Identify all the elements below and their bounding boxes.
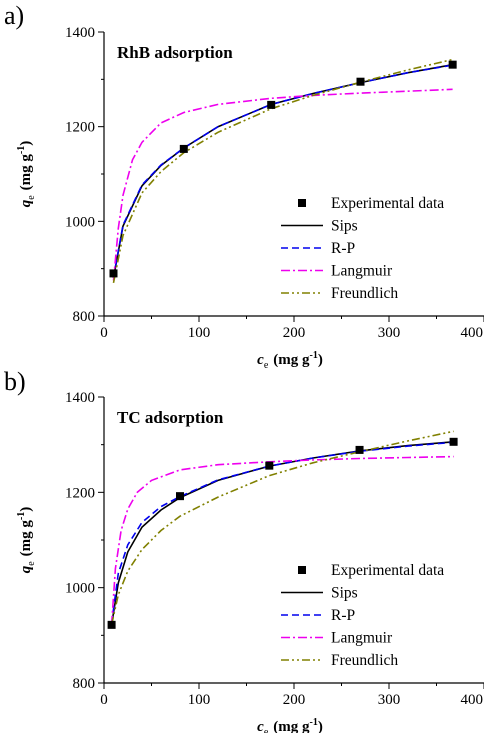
legend: Experimental data Sips R-P Langmuir Freundli… — [281, 562, 444, 669]
legend-item: Langmuir — [281, 263, 393, 280]
legend-item: Freundlich — [281, 285, 398, 302]
legend-item: Sips — [281, 585, 358, 602]
x-tick-label: 100 — [188, 692, 211, 708]
legend-item: R-P — [281, 240, 355, 257]
legend-label: R-P — [331, 240, 355, 257]
x-tick-label: 400 — [461, 325, 484, 341]
chart-annotation: TC adsorption — [117, 408, 224, 427]
series-line-sips — [110, 441, 454, 625]
legend-item: Sips — [281, 218, 358, 235]
x-tick-label: 300 — [378, 692, 401, 708]
legend-label: R-P — [331, 607, 355, 624]
y-tick-label: 800 — [73, 309, 96, 325]
series-line-langmuir — [112, 88, 453, 281]
y-tick-label: 800 — [73, 676, 96, 692]
legend-label: Experimental data — [331, 195, 444, 212]
data-point — [448, 60, 457, 69]
legend-label: Langmuir — [331, 263, 393, 280]
legend: Experimental data Sips R-P Langmuir Freundli… — [281, 195, 444, 302]
series-line-freundlich — [110, 430, 454, 625]
data-point — [265, 461, 274, 470]
data-point — [449, 437, 458, 446]
data-point — [355, 445, 364, 454]
y-tick-label: 1200 — [65, 485, 95, 501]
x-tick-label: 400 — [461, 692, 484, 708]
y-tick-label: 1000 — [65, 214, 95, 230]
x-tick-label: 200 — [283, 325, 306, 341]
x-tick-label: 0 — [100, 692, 108, 708]
y-tick-label: 1200 — [65, 120, 95, 136]
legend-label: Freundlich — [331, 652, 398, 669]
panel-label: a) — [4, 1, 24, 30]
legend-label: Langmuir — [331, 630, 393, 647]
x-tick-label: 300 — [378, 325, 401, 341]
series-line-r-p — [110, 441, 454, 624]
legend-item: R-P — [281, 607, 355, 624]
chart-panel-b: b) 0 100 200 300 400 800 1000 1200 1400 ce (mg g-1)… — [4, 367, 484, 733]
panel-label: b) — [4, 367, 26, 396]
legend-item: Langmuir — [281, 630, 393, 647]
data-point — [356, 77, 365, 86]
x-tick-label: 200 — [283, 692, 306, 708]
data-point — [109, 269, 118, 278]
y-tick-label: 1400 — [65, 390, 95, 406]
legend-item: Experimental data — [298, 195, 444, 212]
legend-marker — [298, 199, 306, 207]
chart-annotation: RhB adsorption — [117, 43, 233, 62]
legend-label: Freundlich — [331, 285, 398, 302]
series-line-langmuir — [110, 455, 454, 625]
legend-item: Experimental data — [298, 562, 444, 579]
y-tick-label: 1000 — [65, 581, 95, 597]
x-tick-label: 0 — [100, 325, 108, 341]
y-axis-label: qe(mg g-1) — [16, 507, 37, 574]
x-tick-label: 100 — [188, 325, 211, 341]
legend-label: Sips — [331, 218, 358, 235]
legend-label: Experimental data — [331, 562, 444, 579]
x-axis-label: ce (mg g-1) — [257, 717, 323, 733]
legend-label: Sips — [331, 585, 358, 602]
legend-item: Freundlich — [281, 652, 398, 669]
data-point — [176, 492, 184, 501]
data-point — [267, 100, 276, 109]
x-axis-label: ce (mg g-1) — [257, 350, 323, 371]
chart-panel-a: a) 0 100 200 300 400 800 1000 1200 1400 ce (mg g-1)… — [4, 1, 484, 371]
data-point — [107, 620, 116, 629]
legend-marker — [298, 566, 306, 574]
series-line-freundlich — [112, 58, 453, 284]
series-line-r-p — [112, 64, 453, 278]
y-axis-label: qe(mg g-1) — [16, 141, 37, 208]
y-tick-label: 1400 — [65, 25, 95, 41]
data-point — [179, 144, 188, 153]
